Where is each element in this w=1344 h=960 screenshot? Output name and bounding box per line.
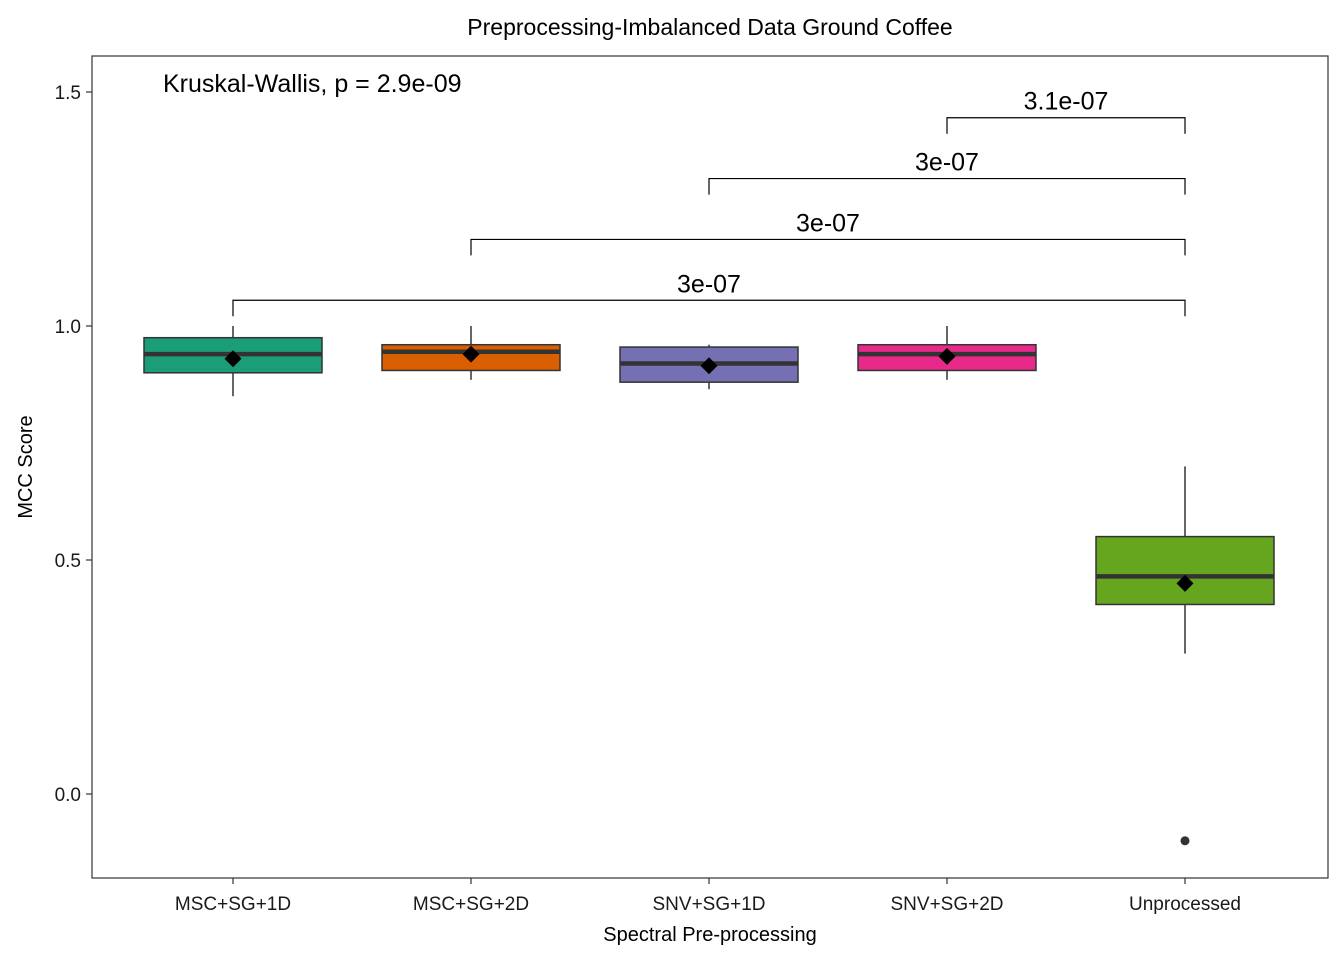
mean-marker (1176, 574, 1194, 592)
p-value-label: 3.1e-07 (1024, 88, 1109, 116)
y-tick-label: 1.0 (55, 317, 81, 338)
chart-title: Preprocessing-Imbalanced Data Ground Cof… (467, 14, 952, 40)
comparison-bracket: 3e-07 (232, 270, 1186, 317)
comparison-bracket: 3e-07 (470, 209, 1186, 256)
box-group (857, 326, 1037, 380)
x-tick-label: SNV+SG+2D (891, 894, 1004, 915)
box-group (143, 326, 323, 397)
p-value-label: 3e-07 (915, 149, 979, 177)
mean-marker (462, 345, 480, 363)
y-tick-label: 0.0 (55, 785, 81, 806)
box-series (143, 326, 1275, 846)
x-tick-label: Unprocessed (1129, 894, 1241, 915)
box-iqr (1095, 535, 1275, 606)
outlier-point (1180, 836, 1190, 846)
mean-marker (700, 357, 718, 375)
p-value-label: 3e-07 (677, 270, 741, 298)
x-axis-title: Spectral Pre-processing (603, 924, 816, 946)
box-group (1095, 466, 1275, 846)
y-axis-title: MCC Score (15, 415, 37, 518)
comparison-brackets: 3e-07 3e-07 3e-07 3.1e-07 (232, 88, 1186, 317)
bracket-line (470, 238, 1186, 256)
y-tick-label: 1.5 (55, 83, 81, 104)
mean-marker (938, 347, 956, 365)
comparison-bracket: 3.1e-07 (946, 88, 1186, 134)
box-group (619, 344, 799, 390)
bracket-line (708, 177, 1186, 195)
box-group (381, 326, 561, 380)
bracket-line (232, 299, 1186, 317)
y-axis: 0.0 0.5 1.0 1.5 (55, 83, 92, 806)
y-tick-label: 0.5 (55, 551, 81, 572)
plot-panel (91, 55, 1329, 879)
comparison-bracket: 3e-07 (708, 149, 1186, 195)
x-tick-label: SNV+SG+1D (653, 894, 766, 915)
mean-marker (224, 350, 242, 368)
global-test-label: Kruskal-Wallis, p = 2.9e-09 (163, 70, 462, 98)
p-value-label: 3e-07 (796, 209, 860, 237)
x-tick-label: MSC+SG+1D (175, 894, 291, 915)
bracket-line (946, 117, 1186, 134)
x-axis: MSC+SG+1D MSC+SG+2D SNV+SG+1D SNV+SG+2D Unpr… (175, 878, 1241, 915)
x-tick-label: MSC+SG+2D (413, 894, 529, 915)
